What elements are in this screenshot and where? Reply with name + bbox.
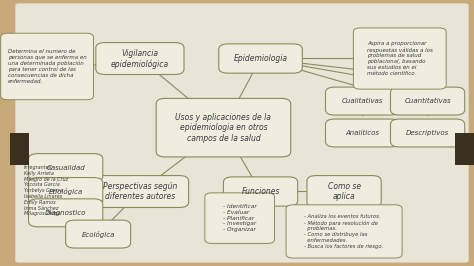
Text: Ecológica: Ecológica — [82, 231, 115, 238]
FancyBboxPatch shape — [326, 87, 400, 115]
FancyBboxPatch shape — [219, 44, 302, 73]
Text: Usos y aplicaciones de la
epidemiologia en otros
campos de la salud: Usos y aplicaciones de la epidemiologia … — [175, 113, 272, 143]
FancyBboxPatch shape — [353, 28, 446, 89]
Text: Integrantes:
Kelly Arrieta
Milagro de la Cruz
Yocosta García
Yurbelys Guerra
Isa: Integrantes: Kelly Arrieta Milagro de la… — [24, 165, 68, 216]
FancyBboxPatch shape — [156, 98, 291, 157]
Text: Analíticos: Analíticos — [346, 130, 380, 136]
Text: Aspira a proporcionar
respuestas válidas a los
problemas de salud
poblacional, b: Aspira a proporcionar respuestas válidas… — [367, 41, 433, 76]
Bar — [10, 133, 28, 165]
FancyBboxPatch shape — [28, 178, 103, 205]
Text: Descriptivos: Descriptivos — [406, 130, 449, 136]
Text: Diagnostico: Diagnostico — [45, 210, 86, 216]
FancyBboxPatch shape — [28, 154, 103, 182]
FancyBboxPatch shape — [307, 176, 381, 207]
Text: Casualidad: Casualidad — [46, 165, 85, 171]
Text: - Identificar
- Evaluar
- Planificar
- Investigar
- Organizar: - Identificar - Evaluar - Planificar - I… — [223, 204, 256, 232]
Text: Cualitativas: Cualitativas — [342, 98, 383, 104]
FancyBboxPatch shape — [391, 119, 465, 147]
FancyBboxPatch shape — [223, 177, 298, 206]
FancyBboxPatch shape — [15, 3, 469, 263]
FancyBboxPatch shape — [91, 176, 189, 207]
Text: Etiológica: Etiológica — [48, 188, 83, 195]
FancyBboxPatch shape — [205, 193, 274, 243]
FancyBboxPatch shape — [0, 33, 93, 100]
FancyBboxPatch shape — [326, 119, 400, 147]
Text: Vigilancia
epidemiológica: Vigilancia epidemiológica — [111, 48, 169, 69]
Text: Cuantitativas: Cuantitativas — [404, 98, 451, 104]
FancyBboxPatch shape — [66, 220, 131, 248]
FancyBboxPatch shape — [391, 87, 465, 115]
Text: - Analiza los eventos futuros.
- Método para resolución de
  problemas.
- Como s: - Analiza los eventos futuros. - Método … — [304, 214, 383, 249]
FancyBboxPatch shape — [286, 205, 402, 258]
Text: Epidemiologia: Epidemiologia — [234, 54, 288, 63]
FancyBboxPatch shape — [96, 43, 184, 74]
Text: Funciones: Funciones — [241, 187, 280, 196]
Text: Determina el numero de
personas que se enferma en
una determinada población
para: Determina el numero de personas que se e… — [8, 49, 86, 84]
Text: Perspectivas según
diferentes autores: Perspectivas según diferentes autores — [103, 182, 177, 201]
Text: Como se
aplica: Como se aplica — [328, 182, 361, 201]
Bar — [456, 133, 474, 165]
FancyBboxPatch shape — [28, 199, 103, 227]
